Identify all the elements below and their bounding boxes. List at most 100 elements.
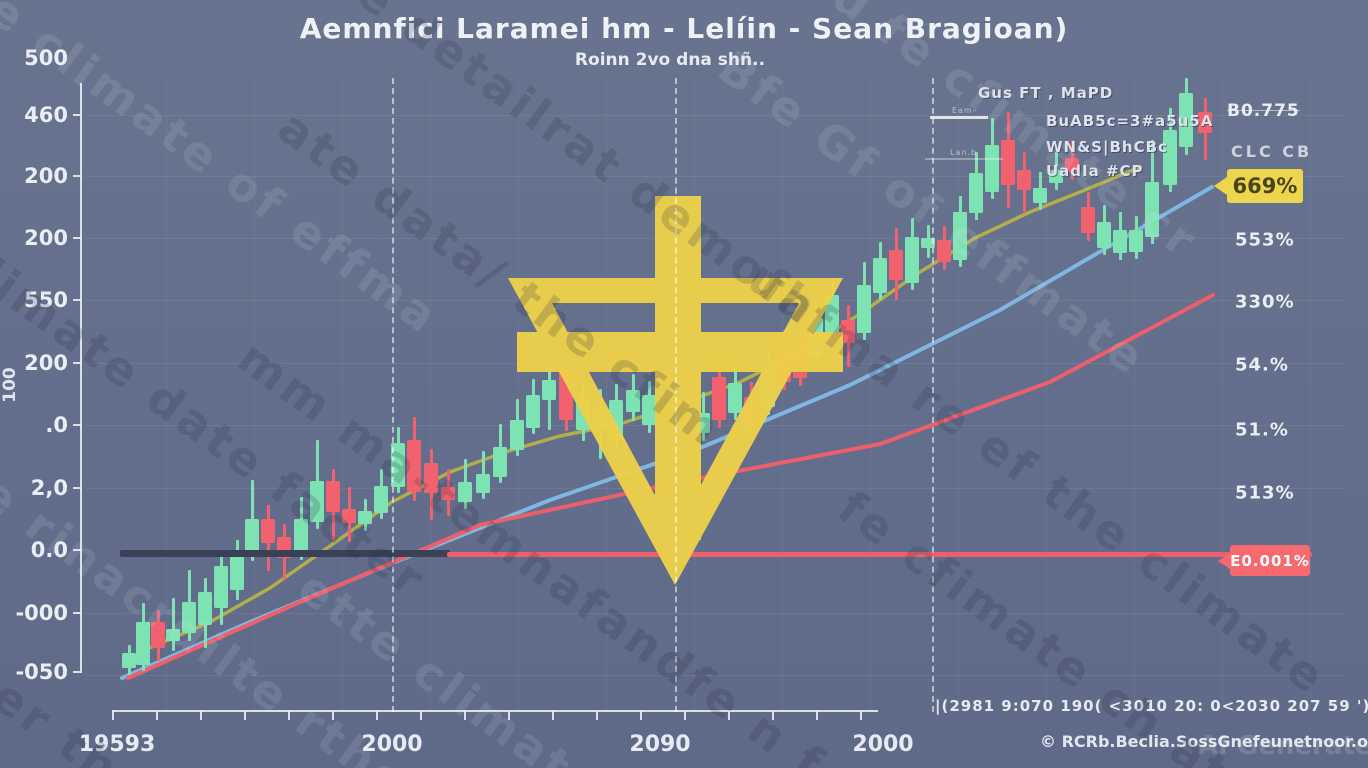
gridline-horizontal [86,176,1344,177]
candle-body [905,237,919,283]
y-axis-tick [73,612,81,614]
candle-body [559,370,573,420]
candle-body [593,408,607,428]
x-axis-tick [552,711,554,720]
candle-wick [582,384,585,441]
dark-support-bar [120,550,450,557]
watermark-text: uafma re ef the climate [738,250,1337,706]
x-axis-tick [596,711,598,720]
legend-line-4: UadIa #CP [1046,162,1144,180]
watermark-text: ette climate ethe were [288,560,868,768]
candle-wick [632,374,635,421]
x-axis-tick [816,711,818,720]
gridline-vertical [1222,80,1223,710]
candle-body [476,474,490,493]
candle-wick [750,382,753,436]
candle-body [1113,230,1127,253]
right-axis-label: 513% [1235,482,1295,504]
candle-wick [959,196,962,267]
candle-wick [397,427,400,493]
x-axis-tick [376,711,378,720]
candle-wick [1087,192,1090,241]
gridline-vertical [1134,80,1135,710]
candle-wick [1007,112,1010,208]
candle-wick [430,449,433,520]
gridline-horizontal [86,238,1344,239]
candle-wick [251,480,254,561]
down-arrow-cross-part [517,332,843,372]
candle-body [151,622,165,648]
candle-wick [1119,212,1122,260]
candle-body [542,380,556,400]
candle-wick [767,350,770,415]
candle-body [953,212,967,260]
x-axis-tick [640,711,642,720]
candle-wick [648,381,651,433]
y-axis-label: .0 [45,413,68,437]
legend-line-3: WN&S|BhCBc [1046,138,1168,156]
candle-body [198,592,212,625]
x-axis-tick [860,711,862,720]
ai-generated-watermark: AI Generated [1198,731,1368,761]
x-axis-tick [508,711,510,720]
down-arrow-cross-part [655,196,701,540]
candle-body [712,377,726,420]
candle-wick [1185,78,1188,155]
candle-body [1163,130,1177,185]
red-price-tag: E0.001% [1218,545,1310,576]
candle-body [1049,170,1063,183]
candle-body [969,173,983,213]
y-axis-label: 460 [24,103,68,127]
watermark-text: ate data/ the cfim [268,100,733,459]
gridline-vertical [430,80,431,710]
candle-body [1033,188,1047,203]
candle-wick [1204,98,1207,160]
legend-line-2: BuAB5c=3#a5u5A [1046,112,1214,130]
gridline-vertical [958,80,959,710]
candle-body [576,398,590,430]
y-axis-tick [73,424,81,426]
candle-body [1081,207,1095,233]
candle-body [728,383,742,413]
candle-body [277,537,291,558]
candle-body [122,653,136,668]
yellow-tag-caption: CLC CB [1231,142,1313,161]
y-axis-label: 2,0 [30,476,68,500]
candle-wick [599,389,602,459]
x-axis-tick [772,711,774,720]
candle-wick [734,368,737,420]
x-axis-tick [112,711,114,720]
watermark-text: ate detailrat demofh [298,0,830,337]
watermark-text: mm ma-temnafandfe n fe [228,330,865,768]
candle-body [696,413,710,433]
y-axis-title: 100 [0,367,20,403]
candle-wick [565,354,568,431]
legend-marker-line [930,116,988,119]
watermark-text: the climate date facter [0,160,437,609]
candle-wick [300,497,303,560]
candle-body [809,318,823,355]
y-axis-tick [73,549,81,551]
x-axis-tick [684,711,686,720]
candle-wick [348,487,351,542]
candle-wick [316,440,319,529]
candle-body [526,395,540,428]
candle-body [1065,158,1079,172]
gridline-horizontal [86,425,1344,426]
gridline-vertical [606,80,607,710]
legend-marker-label: Lan.b [950,148,978,157]
y-axis-label: 200 [24,164,68,188]
gridline-vertical [254,80,255,710]
gridline-horizontal [86,300,1344,301]
x-axis-tick [420,711,422,720]
candle-body [458,482,472,502]
candle-wick [615,384,618,449]
candle-wick [831,278,834,348]
candle-wick [927,225,930,258]
candle-body [761,368,775,407]
candle-wick [499,424,502,483]
gridline-vertical [694,80,695,710]
y-axis-tick [73,362,81,364]
